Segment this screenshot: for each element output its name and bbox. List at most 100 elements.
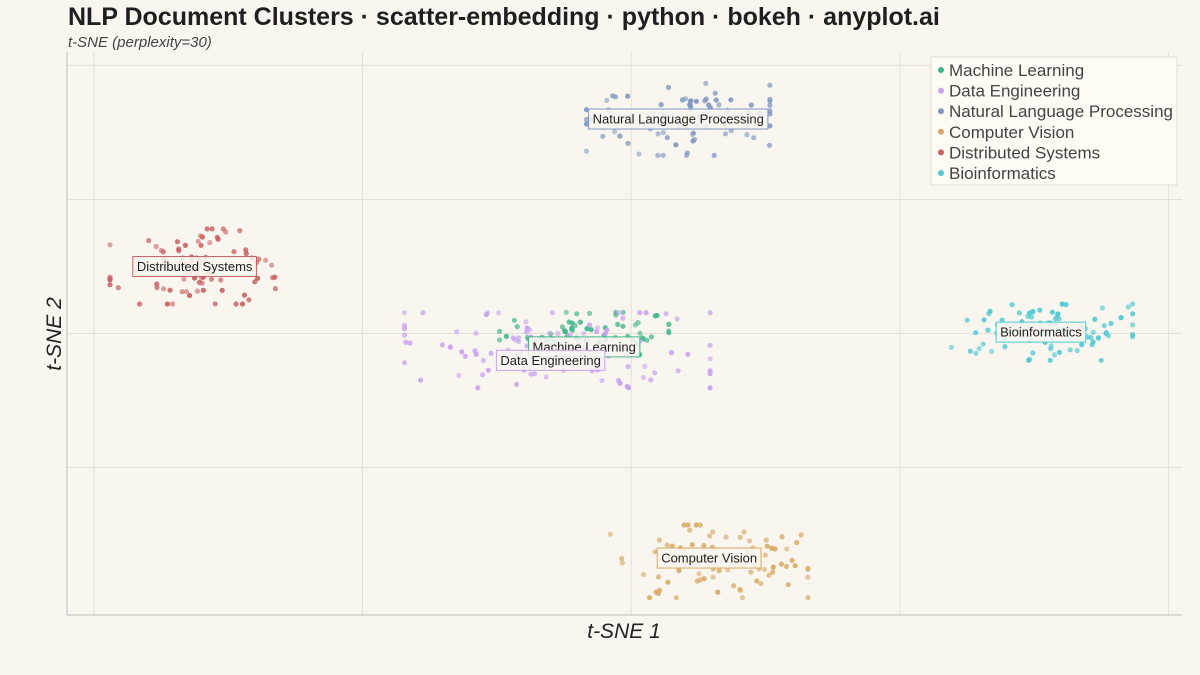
data-point: [1125, 304, 1131, 310]
data-point: [454, 329, 460, 335]
cluster-label-box: [656, 547, 762, 569]
data-point: [195, 238, 201, 244]
data-point: [1059, 301, 1065, 307]
data-point: [511, 317, 517, 323]
cluster-label-text: Computer Vision: [661, 551, 757, 566]
legend-item: Distributed Systems: [938, 143, 1100, 162]
data-point: [604, 97, 610, 103]
data-point: [762, 552, 769, 558]
data-point: [1099, 305, 1105, 311]
data-point: [612, 129, 618, 135]
data-point: [658, 102, 664, 108]
data-point: [964, 317, 970, 323]
chart-title: NLP Document Clusters · scatter-embeddin…: [68, 3, 940, 31]
data-point: [696, 571, 702, 577]
data-point: [746, 538, 753, 544]
data-point: [766, 142, 773, 148]
data-point: [770, 569, 776, 575]
legend-box: [930, 56, 1178, 186]
legend-item: Computer Vision: [938, 123, 1074, 142]
data-point: [207, 240, 213, 246]
data-point: [420, 310, 426, 316]
legend-item: Bioinformatics: [938, 164, 1056, 183]
data-point: [401, 310, 408, 316]
data-point: [514, 381, 520, 387]
data-point: [664, 542, 670, 548]
x-axis-title: t-SNE 1: [587, 620, 661, 643]
legend-label: Computer Vision: [949, 123, 1074, 142]
data-point: [1095, 335, 1102, 341]
axes: [66, 52, 1182, 616]
cluster-label-box: [495, 349, 606, 371]
data-point: [200, 287, 206, 293]
data-point: [710, 529, 716, 535]
data-point: [219, 287, 225, 293]
data-point: [1130, 334, 1136, 340]
data-point: [683, 96, 689, 102]
data-point: [475, 385, 481, 391]
data-point: [687, 527, 693, 533]
data-point: [182, 242, 188, 248]
data-point: [948, 344, 955, 351]
data-point: [1016, 310, 1023, 316]
data-point: [497, 337, 503, 343]
data-point: [1030, 350, 1036, 356]
data-point: [707, 356, 713, 362]
data-point: [655, 152, 661, 158]
data-point: [664, 135, 670, 141]
data-point: [593, 329, 600, 335]
data-point: [1074, 347, 1080, 354]
data-point: [783, 563, 790, 570]
data-point: [1079, 342, 1085, 348]
data-point: [779, 534, 785, 540]
data-point: [673, 595, 679, 601]
data-point: [547, 330, 553, 336]
data-point: [480, 372, 486, 378]
data-point: [194, 288, 200, 294]
data-point: [701, 542, 707, 549]
data-point: [473, 330, 479, 336]
data-point: [263, 257, 269, 263]
data-point: [701, 576, 707, 582]
data-point: [137, 301, 143, 307]
y-axis-title: t-SNE 2: [43, 297, 66, 371]
data-point: [559, 324, 566, 330]
data-point: [748, 569, 754, 575]
legend-marker: [938, 108, 944, 115]
data-point: [784, 546, 790, 552]
legend-marker: [938, 87, 944, 94]
data-point: [716, 102, 722, 108]
data-point: [656, 574, 662, 580]
data-point: [239, 301, 246, 307]
data-point: [588, 327, 594, 333]
data-point: [619, 555, 625, 562]
data-point: [237, 228, 243, 234]
cluster-label-natural-language-processing: Natural Language Processing: [588, 108, 769, 130]
data-point: [209, 226, 215, 232]
data-point: [697, 522, 703, 528]
data-point: [599, 378, 605, 384]
data-point: [739, 595, 746, 601]
data-point: [214, 234, 220, 240]
data-point: [707, 533, 713, 539]
cluster-label-data-engineering: Data Engineering: [495, 349, 606, 371]
data-point: [174, 239, 181, 245]
data-point: [1067, 347, 1073, 353]
data-point: [617, 380, 623, 386]
data-point: [722, 131, 729, 137]
data-point: [401, 332, 408, 338]
data-point: [981, 317, 987, 323]
data-point: [794, 539, 800, 546]
data-point: [179, 289, 185, 295]
data-point: [663, 311, 669, 317]
data-point: [233, 301, 239, 307]
data-point: [989, 348, 995, 354]
data-point: [208, 276, 215, 282]
data-point: [707, 310, 713, 316]
data-point: [792, 563, 798, 569]
data-point: [713, 97, 719, 103]
data-point: [660, 152, 666, 158]
cluster-label-box: [132, 255, 257, 277]
data-point: [652, 370, 658, 376]
data-point: [665, 84, 672, 90]
